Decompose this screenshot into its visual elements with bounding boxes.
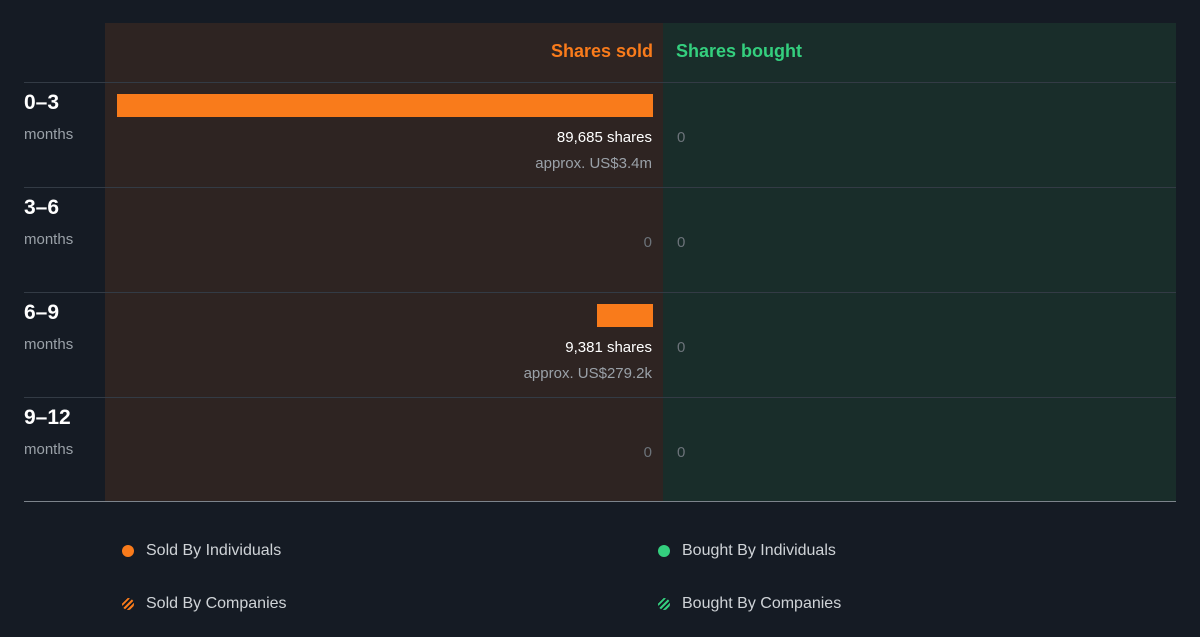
legend-label: Bought By Companies	[682, 595, 842, 612]
legend-bought-individuals: Bought By Individuals	[658, 542, 836, 560]
shares-sold-header: Shares sold	[550, 41, 653, 61]
sold-value-label: approx. US$279.2k	[523, 365, 652, 382]
legend-sold-individuals: Sold By Individuals	[122, 542, 281, 560]
shares-bought-header: Shares bought	[676, 41, 803, 61]
period-label: 6–9	[24, 301, 60, 324]
bought-value-label: 0	[677, 339, 686, 356]
orange-dot-icon	[122, 545, 134, 557]
sold-shares-label: 89,685 shares	[556, 129, 652, 146]
green-hatched-dot-icon	[658, 598, 670, 610]
row-divider	[24, 397, 1176, 398]
bought-value-label: 0	[677, 444, 686, 461]
period-unit: months	[24, 336, 74, 353]
sold-value-label: 0	[643, 444, 652, 461]
period-unit: months	[24, 441, 74, 458]
row-divider	[24, 82, 1176, 83]
row-divider	[24, 292, 1176, 293]
green-dot-icon	[658, 545, 670, 557]
bought-value-label: 0	[677, 234, 686, 251]
sold-value-label: approx. US$3.4m	[535, 155, 652, 172]
sold-bar	[596, 304, 653, 327]
period-label: 3–6	[24, 196, 60, 219]
period-unit: months	[24, 126, 74, 143]
row-divider	[24, 187, 1176, 188]
legend-label: Bought By Individuals	[682, 542, 836, 559]
sold-shares-label: 9,381 shares	[565, 339, 652, 356]
shares-bought-panel	[663, 23, 1176, 501]
baseline-axis	[24, 501, 1176, 502]
sold-value-label: 0	[643, 234, 652, 251]
bought-value-label: 0	[677, 129, 686, 146]
period-unit: months	[24, 231, 74, 248]
sold-bar	[117, 94, 653, 117]
legend-label: Sold By Individuals	[146, 542, 282, 559]
legend-label: Sold By Companies	[146, 595, 287, 612]
period-label: 9–12	[24, 406, 71, 429]
period-label: 0–3	[24, 91, 60, 114]
legend-sold-companies: Sold By Companies	[122, 595, 287, 613]
legend-bought-companies: Bought By Companies	[658, 595, 841, 613]
orange-hatched-dot-icon	[122, 598, 134, 610]
